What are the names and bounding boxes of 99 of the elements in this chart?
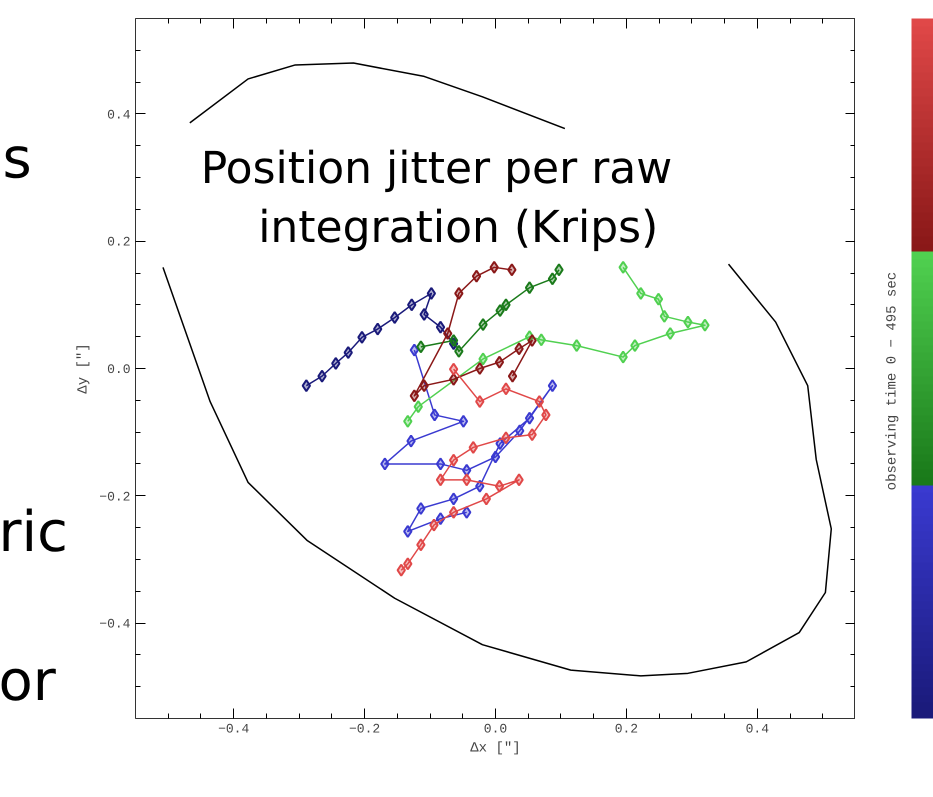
point: [419, 379, 429, 392]
y-tick-label: −0.2: [99, 489, 131, 504]
point: [403, 524, 412, 538]
y-tick-label: −0.4: [99, 616, 131, 632]
point: [419, 308, 429, 321]
point: [302, 379, 312, 392]
point: [636, 286, 646, 300]
point: [403, 414, 412, 428]
point: [448, 492, 458, 506]
point: [448, 506, 458, 519]
point: [436, 473, 446, 486]
point: [475, 362, 484, 375]
point: [501, 298, 511, 312]
point: [426, 286, 436, 300]
point: [468, 440, 478, 454]
x-tick-label: −0.4: [218, 722, 250, 736]
point: [501, 382, 511, 396]
x-tick-label: 0.2: [614, 722, 638, 736]
point: [462, 473, 472, 486]
point: [414, 400, 423, 414]
point: [430, 408, 440, 422]
point: [443, 327, 452, 340]
point: [448, 454, 458, 467]
point: [534, 395, 544, 408]
text: ric: [0, 500, 68, 565]
point: [490, 260, 499, 274]
point: [390, 311, 400, 324]
text: or: [0, 649, 57, 714]
point: [490, 450, 500, 464]
point: [527, 334, 537, 347]
point: [448, 372, 458, 386]
point: [448, 334, 458, 347]
text: Position jitter per raw integration (Krips): [200, 143, 672, 253]
point: [524, 281, 534, 294]
point: [317, 370, 327, 383]
point: [630, 339, 640, 352]
point: [495, 304, 505, 318]
point: [357, 330, 367, 344]
point: [448, 362, 458, 376]
point: [373, 322, 382, 336]
point: [524, 412, 534, 425]
point: [410, 344, 420, 357]
point: [514, 342, 524, 356]
point: [416, 502, 426, 515]
point: [458, 414, 468, 428]
point: [515, 424, 524, 438]
point: [436, 457, 446, 470]
point: [495, 437, 505, 450]
point: [654, 292, 664, 306]
point: [436, 320, 446, 334]
x-tick-label: 0.4: [746, 722, 770, 736]
point: [507, 263, 517, 276]
point: [618, 260, 628, 274]
point: [514, 473, 524, 486]
point: [482, 492, 492, 506]
point: [494, 356, 504, 369]
point: [478, 352, 488, 366]
point: [475, 395, 484, 408]
y-tick-label: 0.0: [107, 362, 130, 377]
x-tick-label: 0.0: [484, 722, 508, 736]
point: [527, 428, 537, 442]
point: [660, 310, 670, 323]
x-axis-title: Δx ["]: [470, 740, 521, 756]
point: [380, 457, 390, 470]
point: [410, 389, 420, 402]
point: [548, 379, 558, 392]
point: [429, 518, 439, 532]
point: [618, 350, 628, 364]
point: [396, 564, 406, 577]
point: [407, 298, 416, 312]
point: [501, 431, 511, 444]
y-tick-label: 0.2: [107, 234, 130, 250]
x-tick-label: −0.2: [348, 722, 380, 736]
point: [536, 333, 546, 346]
point: [344, 346, 353, 360]
point: [462, 506, 472, 519]
point: [454, 344, 464, 358]
point: [331, 356, 340, 370]
point: [554, 263, 564, 276]
point: [406, 434, 416, 448]
point: [462, 464, 472, 477]
point: [548, 272, 558, 286]
point: [666, 327, 675, 340]
point: [403, 557, 412, 570]
point: [416, 340, 426, 354]
point: [541, 408, 551, 422]
point: [572, 339, 582, 352]
point: [478, 318, 488, 332]
text: s: [2, 126, 32, 192]
y-axis-title: Δy ["]: [75, 343, 92, 394]
point: [472, 270, 482, 283]
point: [454, 286, 464, 300]
point: [416, 538, 426, 552]
point: [508, 370, 518, 383]
point: [700, 318, 710, 332]
point: [494, 480, 504, 493]
point: [683, 316, 693, 329]
y-tick-label: 0.4: [107, 107, 131, 122]
color-bar-title: observing time 0 − 495 sec: [884, 272, 900, 490]
